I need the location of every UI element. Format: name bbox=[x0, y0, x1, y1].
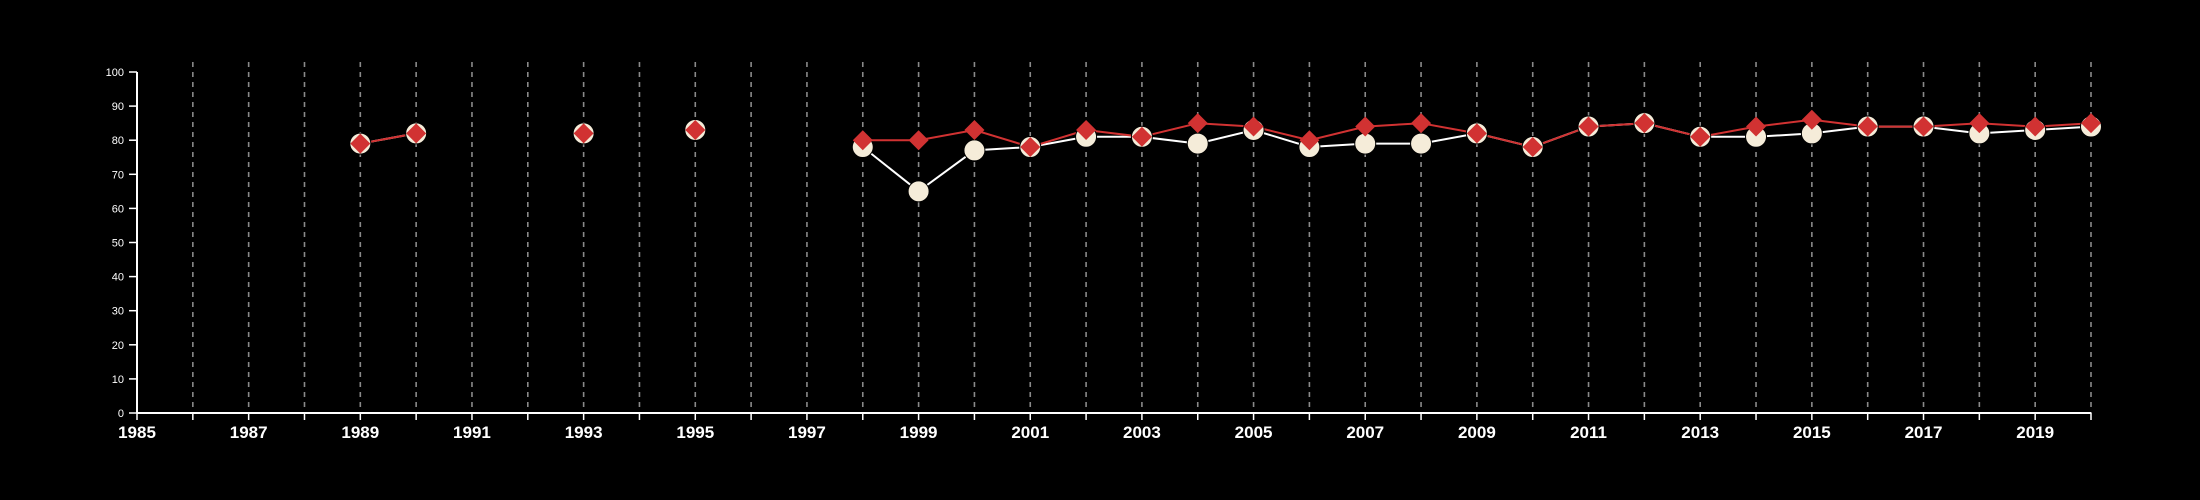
data-point-diamond bbox=[1131, 126, 1152, 147]
series-2-markers bbox=[350, 109, 2101, 158]
x-tick-label: 2009 bbox=[1458, 423, 1496, 442]
x-tick-label: 1987 bbox=[230, 423, 268, 442]
data-series bbox=[349, 109, 2102, 203]
grid-lines bbox=[192, 62, 2092, 413]
data-point-diamond bbox=[406, 123, 427, 144]
y-tick-label: 10 bbox=[112, 374, 124, 386]
y-tick-label: 20 bbox=[112, 340, 124, 352]
data-point-diamond bbox=[350, 133, 371, 154]
data-point-diamond bbox=[1522, 137, 1543, 158]
axes: 0 10 20 30 40 50 60 70 80 90 100 1985 1987 1989 1991 19… bbox=[106, 67, 2092, 442]
y-tick-label: 30 bbox=[112, 306, 124, 318]
x-tick-label: 1999 bbox=[900, 423, 938, 442]
data-point-diamond bbox=[1801, 109, 1822, 130]
y-tick-label: 60 bbox=[112, 203, 124, 215]
x-tick-label: 1995 bbox=[676, 423, 714, 442]
data-point-diamond bbox=[1187, 113, 1208, 134]
data-point-diamond bbox=[1020, 137, 1041, 158]
y-tick-label: 40 bbox=[112, 272, 124, 284]
x-tick-label: 2011 bbox=[1570, 423, 1607, 442]
data-point-diamond bbox=[964, 119, 985, 140]
x-tick-label: 2005 bbox=[1235, 423, 1273, 442]
data-point-circle bbox=[907, 180, 930, 203]
x-tick-label: 1989 bbox=[341, 423, 379, 442]
data-point-diamond bbox=[685, 119, 706, 140]
data-point-diamond bbox=[1466, 123, 1487, 144]
data-point-diamond bbox=[1634, 113, 1655, 134]
x-tick-label: 1993 bbox=[565, 423, 603, 442]
data-point-diamond bbox=[1913, 116, 1934, 137]
data-point-diamond bbox=[1076, 119, 1097, 140]
x-tick-label: 2003 bbox=[1123, 423, 1161, 442]
data-point-diamond bbox=[1355, 116, 1376, 137]
x-tick-label: 2019 bbox=[2016, 423, 2054, 442]
x-tick-label: 1997 bbox=[788, 423, 826, 442]
data-point-circle bbox=[1186, 132, 1209, 155]
x-tick-label: 2017 bbox=[1905, 423, 1943, 442]
x-tick-label: 1991 bbox=[453, 423, 491, 442]
y-tick-label: 80 bbox=[112, 135, 124, 147]
data-point-diamond bbox=[1969, 113, 1990, 134]
data-point-circle bbox=[963, 139, 986, 162]
x-tick-label: 2001 bbox=[1011, 423, 1049, 442]
y-tick-label: 50 bbox=[112, 238, 124, 250]
x-tick-label: 2013 bbox=[1681, 423, 1719, 442]
data-point-diamond bbox=[1243, 116, 1264, 137]
y-tick-label: 0 bbox=[118, 408, 124, 420]
y-tick-label: 70 bbox=[112, 169, 124, 181]
data-point-diamond bbox=[908, 130, 929, 151]
x-tick-label: 2007 bbox=[1346, 423, 1384, 442]
data-point-diamond bbox=[573, 123, 594, 144]
data-point-diamond bbox=[1299, 130, 1320, 151]
data-point-diamond bbox=[1690, 126, 1711, 147]
data-point-diamond bbox=[2025, 116, 2046, 137]
data-point-diamond bbox=[852, 130, 873, 151]
x-tick-label: 2015 bbox=[1793, 423, 1831, 442]
data-point-diamond bbox=[1578, 116, 1599, 137]
y-tick-label: 100 bbox=[106, 67, 124, 79]
y-tick-label: 90 bbox=[112, 101, 124, 113]
x-tick-label: 1985 bbox=[118, 423, 156, 442]
data-point-diamond bbox=[1746, 116, 1767, 137]
data-point-diamond bbox=[1411, 113, 1432, 134]
data-point-diamond bbox=[2081, 113, 2101, 134]
data-point-diamond bbox=[1857, 116, 1878, 137]
data-point-circle bbox=[1410, 132, 1433, 155]
